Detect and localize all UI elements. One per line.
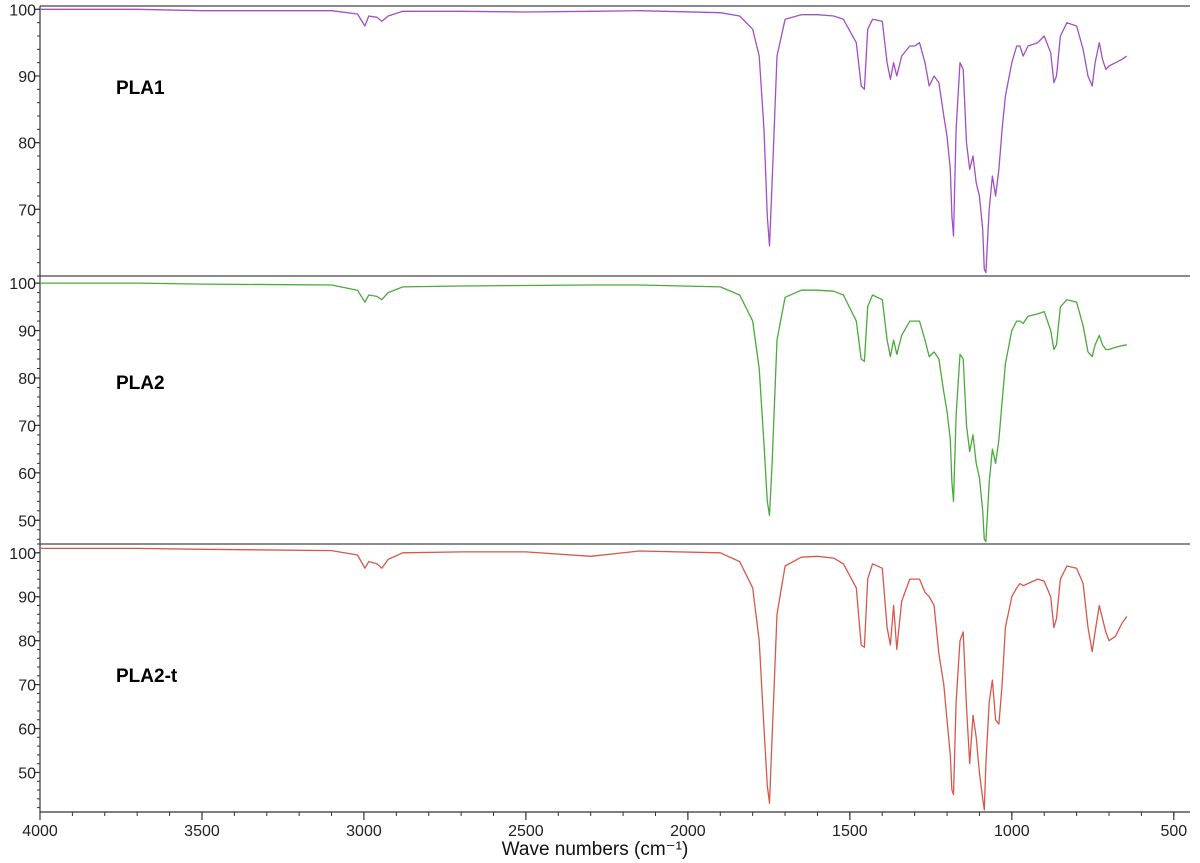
y-tick-label: 70: [18, 202, 36, 219]
x-tick-label: 1500: [832, 823, 868, 840]
x-tick-label: 4000: [22, 823, 58, 840]
x-axis: 4000 3500 3000 2500 2000 1500 1000 500: [22, 811, 1190, 840]
panel-label-pla1: PLA1: [116, 78, 165, 99]
y-tick-label: 70: [18, 678, 36, 695]
y-tick-label: 90: [18, 69, 36, 86]
panel-pla1: 100 90 80 70 PLA1: [9, 2, 1190, 277]
y-tick-label: 90: [18, 324, 36, 341]
y-tick-label: 60: [18, 722, 36, 739]
x-tick-label: 2500: [508, 823, 544, 840]
y-tick-label: 50: [18, 765, 36, 782]
panel-label-pla2: PLA2: [116, 373, 165, 394]
spectra-panels: 100 90 80 70 PLA1 100 90 80 70 60 50 PLA2 100 90 80 70 6…: [9, 2, 1190, 812]
y-tick-label: 80: [18, 371, 36, 388]
spectrum-line-pla1: [40, 8, 1128, 274]
spectrum-line-pla2: [40, 282, 1127, 543]
x-tick-label: 2000: [670, 823, 706, 840]
y-tick-label: 50: [18, 513, 36, 530]
y-tick-label: 100: [9, 546, 36, 563]
y-tick-label: 70: [18, 418, 36, 435]
panel-label-pla2-t: PLA2-t: [116, 666, 178, 687]
x-axis-title: Wave numbers (cm⁻¹): [502, 839, 689, 860]
panel-pla2: 100 90 80 70 60 50 PLA2: [9, 275, 1190, 544]
panel-pla2-t: 100 90 80 70 60 50 PLA2-t: [9, 543, 1190, 812]
y-tick-label: 80: [18, 136, 36, 153]
x-tick-label: 500: [1160, 823, 1187, 840]
y-tick-label: 80: [18, 634, 36, 651]
x-tick-label: 3500: [184, 823, 220, 840]
x-tick-label: 1000: [994, 823, 1030, 840]
y-tick-label: 90: [18, 590, 36, 607]
y-tick-label: 100: [9, 276, 36, 293]
x-tick-label: 3000: [346, 823, 382, 840]
y-tick-label: 60: [18, 466, 36, 483]
spectrum-line-pla2-t: [40, 547, 1128, 811]
y-tick-label: 100: [9, 2, 36, 19]
